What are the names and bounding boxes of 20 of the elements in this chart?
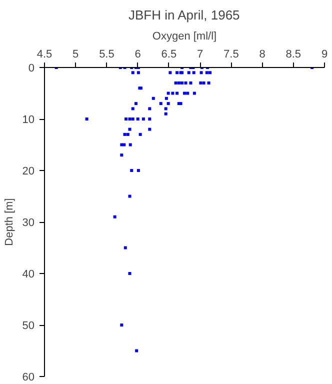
x-tick-label: 5.5 [99,48,114,60]
y-tick-label: 50 [22,320,35,332]
x-tick-label: 8.5 [286,48,302,60]
x-tick-label: 8 [259,48,266,60]
x-tick-label: 6.5 [161,48,177,60]
x-tick-label: 6 [134,48,141,60]
y-tick-label: 20 [22,166,35,178]
x-axis-title: Oxygen [ml/l] [152,30,217,42]
x-tick-label: 5 [72,48,79,60]
y-tick-label: 40 [22,268,35,280]
chart-title: JBFH in April, 1965 [128,8,240,22]
y-tick-label: 0 [28,62,35,74]
y-tick-label: 60 [22,372,35,384]
y-tick-label: 10 [22,114,35,126]
x-tick-label: 9 [321,48,328,60]
x-tick-label: 4.5 [36,48,52,60]
x-tick-label: 7.5 [224,48,239,60]
y-axis-title: Depth [m] [3,198,16,246]
x-tick-label: 7 [196,48,204,60]
y-tick-label: 30 [22,217,35,229]
